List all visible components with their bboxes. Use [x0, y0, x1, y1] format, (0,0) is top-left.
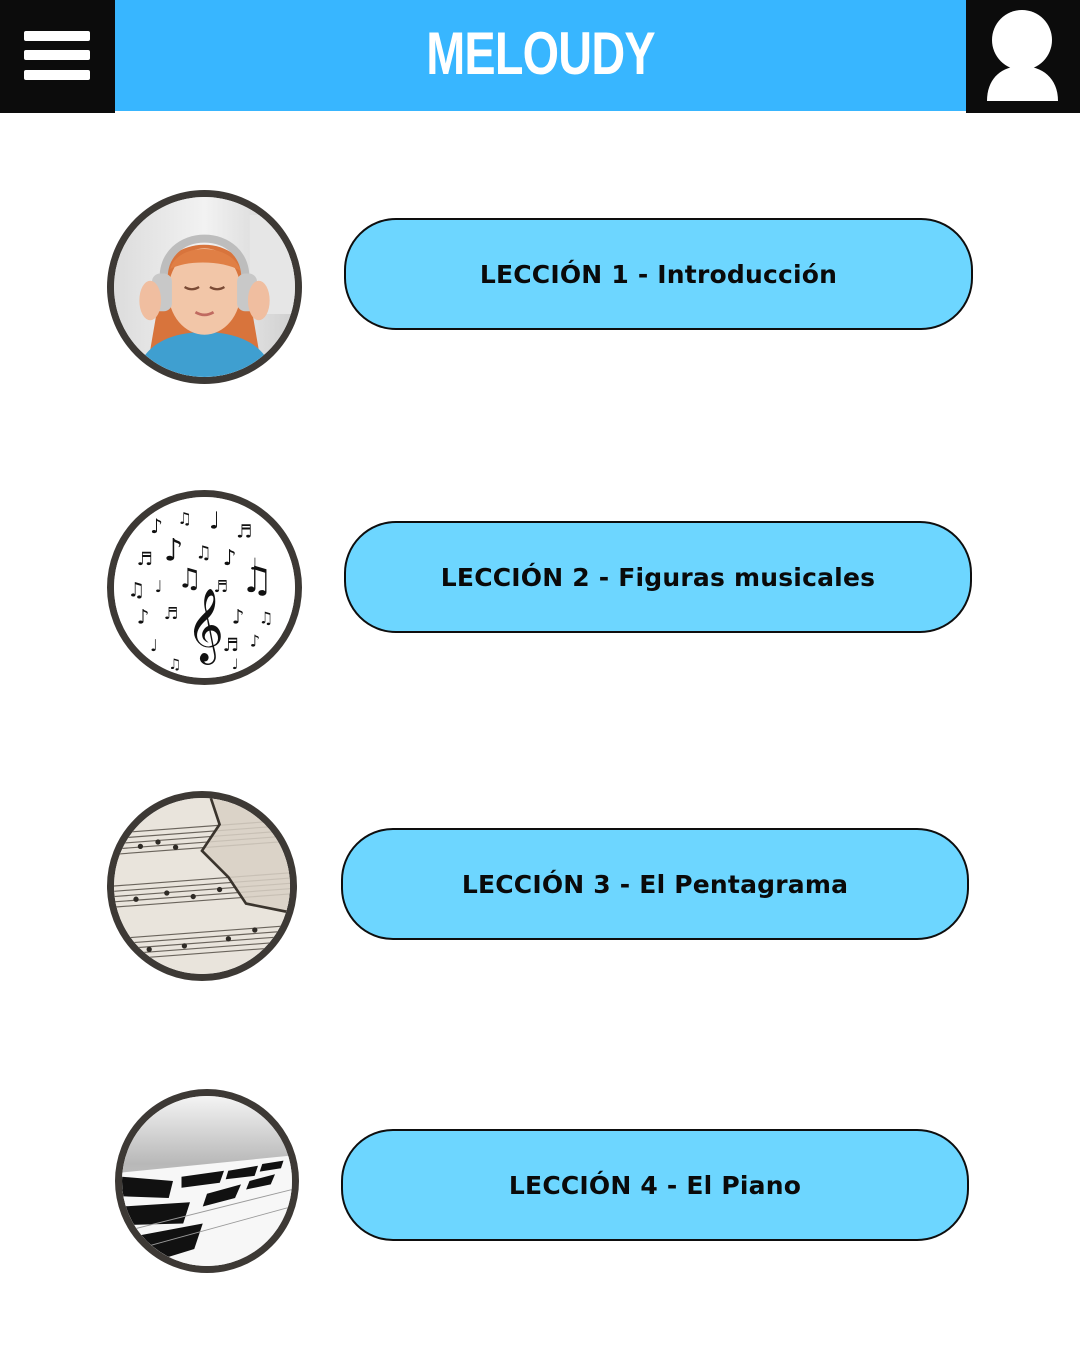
music-notes-image: ♪ ♫ ♩ ♬ ♬ ♪ ♫ ♪ ♩ ♫ ♩ ♫ ♬ ♫ ♪ ♬ 𝄞 ♪ ♫ ♩ — [114, 497, 295, 678]
svg-text:♩: ♩ — [155, 577, 163, 596]
svg-text:♫: ♫ — [177, 509, 192, 528]
lesson-2-label: LECCIÓN 2 - Figuras musicales — [440, 562, 876, 592]
app-title: MELOUDY — [426, 20, 655, 87]
lesson-1-button[interactable]: LECCIÓN 1 - Introducción — [344, 218, 973, 330]
svg-text:♫: ♫ — [128, 579, 146, 602]
svg-text:♪: ♪ — [250, 631, 260, 650]
svg-text:♬: ♬ — [137, 549, 153, 570]
svg-text:♩: ♩ — [232, 657, 239, 673]
lesson-1-thumbnail — [107, 190, 302, 384]
lesson-4-label: LECCIÓN 4 - El Piano — [508, 1170, 802, 1200]
lesson-1-label: LECCIÓN 1 - Introducción — [479, 259, 838, 289]
lesson-2-button[interactable]: LECCIÓN 2 - Figuras musicales — [344, 521, 972, 633]
svg-text:♫: ♫ — [241, 558, 273, 601]
svg-text:♪: ♪ — [150, 515, 163, 538]
app-header: MELOUDY — [0, 0, 1080, 113]
sheet-music-image — [114, 798, 290, 974]
svg-text:♬: ♬ — [214, 577, 229, 596]
svg-text:♪: ♪ — [164, 532, 184, 568]
svg-text:♪: ♪ — [232, 606, 245, 629]
lesson-2-thumbnail: ♪ ♫ ♩ ♬ ♬ ♪ ♫ ♪ ♩ ♫ ♩ ♫ ♬ ♫ ♪ ♬ 𝄞 ♪ ♫ ♩ — [107, 490, 302, 685]
menu-button[interactable] — [0, 0, 115, 113]
svg-text:♬: ♬ — [164, 604, 179, 623]
svg-text:𝄞: 𝄞 — [186, 587, 223, 664]
svg-text:♫: ♫ — [195, 543, 211, 564]
svg-text:♩: ♩ — [209, 507, 220, 535]
lesson-3-button[interactable]: LECCIÓN 3 - El Pentagrama — [341, 828, 969, 940]
svg-text:♩: ♩ — [150, 636, 158, 655]
svg-text:♬: ♬ — [223, 635, 239, 656]
svg-text:♬: ♬ — [236, 522, 252, 543]
lesson-3-thumbnail — [107, 791, 297, 981]
lesson-4-button[interactable]: LECCIÓN 4 - El Piano — [341, 1129, 969, 1241]
svg-text:♫: ♫ — [168, 657, 181, 673]
user-profile-button[interactable] — [966, 0, 1080, 113]
user-profile-icon — [987, 10, 1058, 101]
title-band: MELOUDY — [115, 0, 966, 111]
lesson-3-label: LECCIÓN 3 - El Pentagrama — [461, 869, 849, 899]
piano-keys-image — [122, 1096, 292, 1266]
svg-text:♫: ♫ — [259, 609, 274, 628]
svg-text:♪: ♪ — [137, 606, 150, 629]
svg-text:♪: ♪ — [223, 546, 237, 571]
girl-with-headphones-image — [114, 197, 295, 377]
svg-text:♩: ♩ — [250, 554, 258, 573]
lesson-4-thumbnail — [115, 1089, 299, 1273]
svg-text:♫: ♫ — [177, 564, 201, 595]
